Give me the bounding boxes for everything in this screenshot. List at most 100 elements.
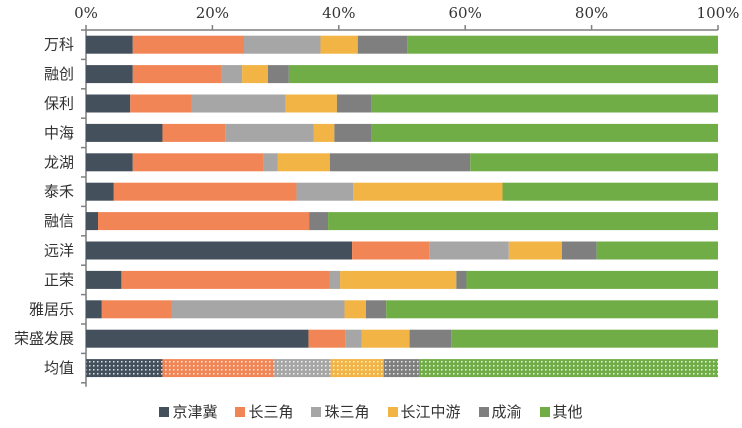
legend-label: 京津冀 (172, 403, 218, 421)
bar-segment (86, 65, 133, 84)
category-label: 泰禾 (44, 183, 74, 201)
bar-segment (162, 359, 275, 378)
bar-segment (130, 94, 192, 113)
bar-segment (86, 329, 309, 348)
bar-segment (361, 329, 410, 348)
bar-segment (386, 300, 718, 319)
x-tick-label: 80% (575, 4, 608, 22)
bar-segment (86, 35, 133, 54)
bar-segment (451, 329, 718, 348)
bar-segment (86, 94, 131, 113)
bar-segment (407, 35, 718, 54)
bar-segment (225, 123, 314, 142)
bar-segment (101, 300, 172, 319)
bar-segment (320, 35, 358, 54)
legend-label: 珠三角 (324, 403, 370, 421)
legend-label: 长江中游 (400, 403, 461, 421)
legend-item: 京津冀 (159, 401, 217, 422)
bar-segment (336, 94, 372, 113)
category-label: 均值 (44, 359, 74, 377)
bar-segment (242, 65, 269, 84)
bar-segment (296, 182, 354, 201)
bar-segment (329, 270, 341, 289)
bar-segment (352, 241, 430, 260)
bar-segment (132, 65, 222, 84)
bar-segment (86, 270, 122, 289)
legend-swatch (387, 406, 398, 417)
stacked-bar-chart: 0% 20% 40% 60% 80% 100% 万科融创保利中海龙湖泰禾融信远洋正荣雅居乐… (14, 4, 740, 387)
category-label: 龙湖 (44, 153, 74, 171)
legend-swatch (311, 406, 322, 417)
legend-item: 成渝 (478, 401, 522, 422)
bar-segment (371, 123, 718, 142)
bar-segment (419, 359, 718, 378)
category-label: 中海 (44, 124, 74, 142)
category-label: 远洋 (44, 242, 74, 260)
legend-item: 珠三角 (311, 401, 370, 422)
bar-segment (466, 270, 718, 289)
legend-swatch (159, 406, 170, 417)
bar-segment (502, 182, 718, 201)
bar-segment (330, 359, 384, 378)
category-label: 荣盛发展 (14, 330, 74, 348)
bar-segment (353, 182, 503, 201)
category-label: 保利 (44, 95, 74, 113)
legend-label: 长三角 (248, 403, 294, 421)
chart-legend: 京津冀 长三角 珠三角 长江中游 成渝 其他 (0, 401, 742, 422)
bar-segment (221, 65, 243, 84)
bar-segment (357, 35, 408, 54)
legend-swatch (539, 406, 550, 417)
bar-segment (121, 270, 330, 289)
bar-segment (132, 153, 264, 172)
bar-segment (113, 182, 297, 201)
legend-swatch (478, 406, 489, 417)
bar-segment (340, 270, 457, 289)
legend-item: 其他 (539, 401, 583, 422)
bar-segment (86, 241, 353, 260)
category-label: 万科 (44, 36, 74, 54)
x-tick-label: 20% (196, 4, 229, 22)
bar-segment (263, 153, 278, 172)
bar-segment (86, 359, 163, 378)
bar-segment (309, 212, 329, 231)
bar-segment (132, 35, 244, 54)
category-label: 融创 (44, 65, 74, 83)
bar-segment (268, 65, 289, 84)
bar-segment (308, 329, 346, 348)
bar-segment (162, 123, 226, 142)
legend-label: 其他 (552, 403, 583, 421)
bar-segment (508, 241, 562, 260)
bar-segment (86, 212, 99, 231)
legend-label: 成渝 (491, 403, 522, 421)
bar-segment (470, 153, 718, 172)
bar-segment (171, 300, 345, 319)
bar-segment (596, 241, 718, 260)
x-tick-label: 60% (449, 4, 482, 22)
bar-segment (191, 94, 286, 113)
bar-segment (86, 300, 102, 319)
bar-segment (383, 359, 420, 378)
category-label: 融信 (44, 212, 74, 230)
bar-segment (334, 123, 372, 142)
bar-segment (86, 153, 133, 172)
bar-segment (409, 329, 452, 348)
bar-segment (456, 270, 467, 289)
x-tick-label: 100% (697, 4, 740, 22)
bar-segment (344, 300, 366, 319)
bar-segment (561, 241, 597, 260)
legend-item: 长三角 (235, 401, 293, 422)
bar-segment (329, 153, 471, 172)
legend-item: 长江中游 (387, 401, 461, 422)
x-tick-label: 0% (74, 4, 98, 22)
bar-segment (274, 359, 331, 378)
bar-segment (86, 123, 163, 142)
bar-segment (288, 65, 718, 84)
category-label: 雅居乐 (29, 300, 74, 318)
bar-segment (244, 35, 321, 54)
bar-segment (345, 329, 362, 348)
legend-swatch (235, 406, 246, 417)
bar-segment (328, 212, 718, 231)
bar-segment (277, 153, 330, 172)
bar-segment (98, 212, 310, 231)
bar-segment (371, 94, 718, 113)
